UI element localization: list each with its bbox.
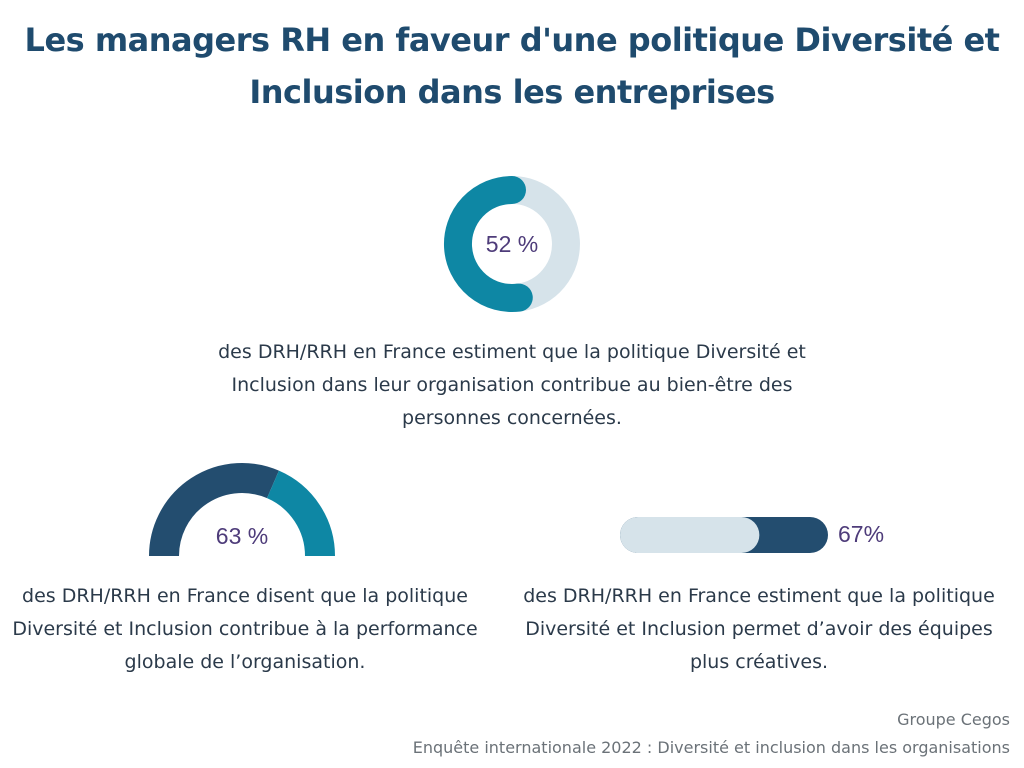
- progress-description: des DRH/RRH en France estiment que la po…: [523, 585, 995, 673]
- donut-segments: [443, 176, 580, 312]
- source-survey: Enquête internationale 2022 : Diversité …: [412, 738, 1010, 757]
- donut-value-label: 52 %: [486, 231, 538, 257]
- progress-fill: [620, 517, 760, 553]
- progress-value-label: 67%: [838, 521, 884, 547]
- half-donut-segments: [149, 463, 335, 557]
- half-donut-description: des DRH/RRH en France disent que la poli…: [12, 585, 478, 673]
- donut-description: des DRH/RRH en France estiment que la po…: [218, 341, 806, 429]
- donut-chart: 52 %: [443, 176, 580, 312]
- source-publisher: Groupe Cegos: [897, 710, 1010, 729]
- half-donut-value-label: 63 %: [216, 523, 268, 549]
- progress-segments: [620, 517, 828, 553]
- donut-slice-remainder: [498, 176, 580, 312]
- half-donut-segment-remainder: [266, 470, 335, 557]
- progress-chart: 67%: [620, 517, 884, 553]
- page-title: Les managers RH en faveur d'une politiqu…: [24, 21, 1000, 111]
- half-donut-chart: 63 %: [149, 463, 335, 557]
- donut-slice-value: [443, 176, 533, 312]
- half-donut-segment-value: [149, 463, 279, 557]
